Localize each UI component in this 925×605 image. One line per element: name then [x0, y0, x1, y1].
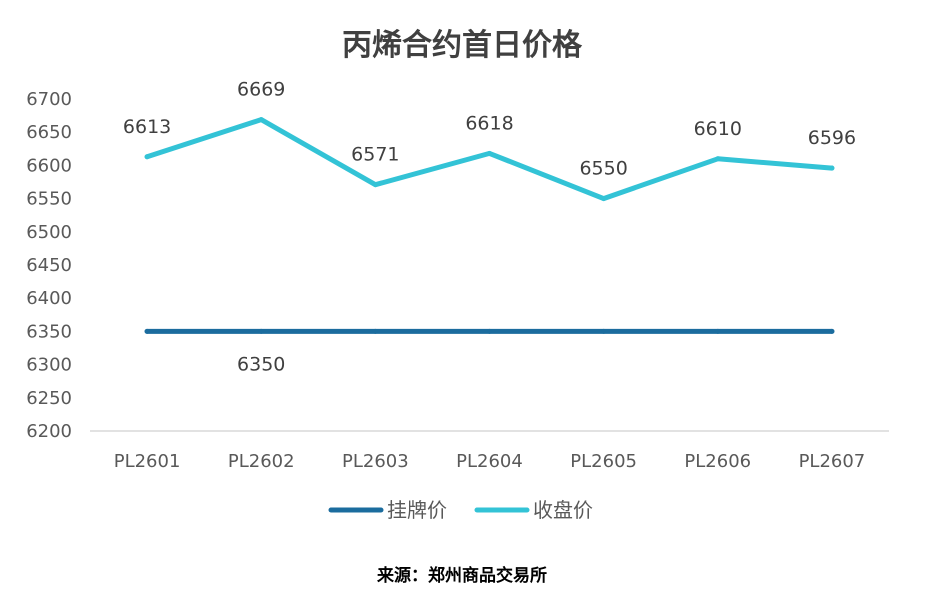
listing-price-point — [144, 328, 150, 334]
y-tick-label: 6350 — [26, 321, 72, 342]
source-note: 来源：郑州商品交易所 — [376, 565, 547, 586]
x-tick-label: PL2604 — [456, 451, 523, 472]
closing-price-legend-label: 收盘价 — [533, 498, 593, 522]
y-tick-label: 6550 — [26, 189, 72, 210]
listing-price-point — [372, 328, 378, 334]
x-axis: PL2601 PL2602 PL2603 PL2604 PL2605 PL2606 PL26… — [114, 451, 866, 472]
x-tick-label: PL2605 — [570, 451, 637, 472]
series-layer — [144, 117, 835, 334]
y-tick-label: 6400 — [26, 288, 72, 309]
x-tick-label: PL2602 — [228, 451, 295, 472]
closing-price-point — [372, 182, 378, 188]
closing-price-point — [601, 196, 607, 202]
closing-price-data-label: 6610 — [694, 118, 742, 140]
listing-price-point — [715, 328, 721, 334]
listing-price-legend-label: 挂牌价 — [387, 498, 447, 522]
y-tick-label: 6600 — [26, 155, 72, 176]
chart-title: 丙烯合约首日价格 — [342, 28, 583, 63]
y-tick-label: 6200 — [26, 421, 72, 442]
closing-price-point — [144, 154, 150, 160]
y-tick-label: 6250 — [26, 388, 72, 409]
closing-price-data-label: 6613 — [123, 116, 171, 138]
listing-price-point — [829, 328, 835, 334]
closing-price-point — [829, 165, 835, 171]
listing-price-data-label: 6350 — [237, 353, 285, 375]
listing-price-point — [601, 328, 607, 334]
closing-price-data-label: 6571 — [351, 144, 399, 166]
closing-price-point — [487, 150, 492, 156]
x-tick-label: PL2606 — [684, 451, 751, 472]
x-tick-label: PL2601 — [114, 451, 181, 472]
closing-price-data-label: 6550 — [579, 158, 627, 180]
data-labels: 6350 6613 6669 6571 6618 6550 6610 6596 — [123, 79, 856, 376]
y-tick-label: 6700 — [26, 89, 72, 110]
listing-price-point — [258, 328, 264, 334]
x-tick-label: PL2603 — [342, 451, 409, 472]
closing-price-data-label: 6669 — [237, 79, 285, 101]
y-tick-label: 6650 — [26, 122, 72, 143]
legend: 挂牌价 收盘价 — [328, 498, 593, 522]
closing-price-point — [715, 156, 721, 162]
closing-price-point — [258, 117, 264, 123]
listing-price-point — [487, 328, 492, 334]
closing-price-data-label: 6618 — [465, 112, 513, 134]
y-tick-label: 6450 — [26, 255, 72, 276]
closing-price-data-label: 6596 — [808, 127, 856, 149]
y-axis: 6700 6650 6600 6550 6500 6450 6400 6350 6300 6250… — [26, 89, 72, 442]
x-tick-label: PL2607 — [799, 451, 866, 472]
y-tick-label: 6500 — [26, 222, 72, 243]
y-tick-label: 6300 — [26, 355, 72, 376]
